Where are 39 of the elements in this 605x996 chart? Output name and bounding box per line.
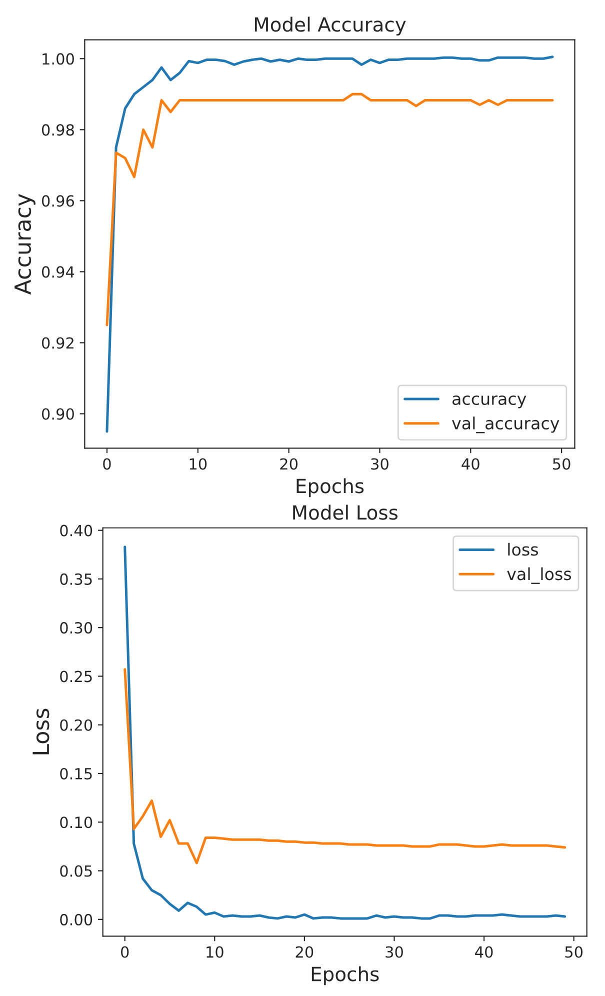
y-tick-label: 0.92	[42, 337, 74, 349]
y-tick-label: 0.94	[42, 266, 74, 278]
legend-label: val_accuracy	[452, 416, 560, 434]
y-tick-label: 0.10	[60, 816, 92, 828]
y-tick-label: 0.90	[42, 408, 74, 420]
x-tick-label: 10	[190, 458, 207, 470]
y-tick-label: 0.35	[60, 573, 92, 585]
line-series	[124, 668, 566, 864]
x-tick-label: 40	[475, 946, 493, 958]
x-tick-label: 30	[371, 458, 388, 470]
x-tick-label: 20	[296, 946, 314, 958]
x-tick-label: 50	[565, 946, 583, 958]
legend-label: loss	[508, 542, 538, 556]
y-tick-label: 0.96	[42, 195, 74, 207]
y-tick-label: 0.05	[60, 865, 92, 877]
legend-label: val_loss	[507, 567, 572, 584]
x-tick-label: 20	[280, 458, 298, 470]
x-tick-label: 0	[120, 946, 129, 958]
line-series	[106, 92, 554, 326]
y-tick-label: 0.20	[60, 719, 92, 731]
chart-title: Model Accuracy	[254, 16, 406, 36]
y-tick-label: 0.15	[60, 768, 92, 780]
y-axis-title: Accuracy	[14, 194, 36, 295]
x-tick-label: 50	[553, 458, 570, 470]
x-tick-label: 0	[103, 458, 111, 470]
y-tick-label: 0.25	[60, 670, 92, 682]
x-axis-title: Epochs	[312, 966, 379, 986]
y-tick-label: 1.00	[42, 53, 74, 65]
chart-title: Model Loss	[293, 504, 398, 520]
legend-label: accuracy	[452, 395, 526, 408]
x-tick-label: 40	[462, 458, 480, 470]
x-tick-label: 30	[386, 946, 403, 958]
x-axis-title: Epochs	[296, 478, 364, 498]
y-tick-label: 0.40	[60, 524, 92, 536]
y-axis-title: Loss	[32, 708, 50, 754]
y-tick-label: 0.30	[60, 622, 92, 634]
y-tick-label: 0.00	[60, 914, 92, 926]
y-tick-label: 0.98	[42, 124, 74, 136]
x-tick-label: 10	[206, 946, 224, 958]
